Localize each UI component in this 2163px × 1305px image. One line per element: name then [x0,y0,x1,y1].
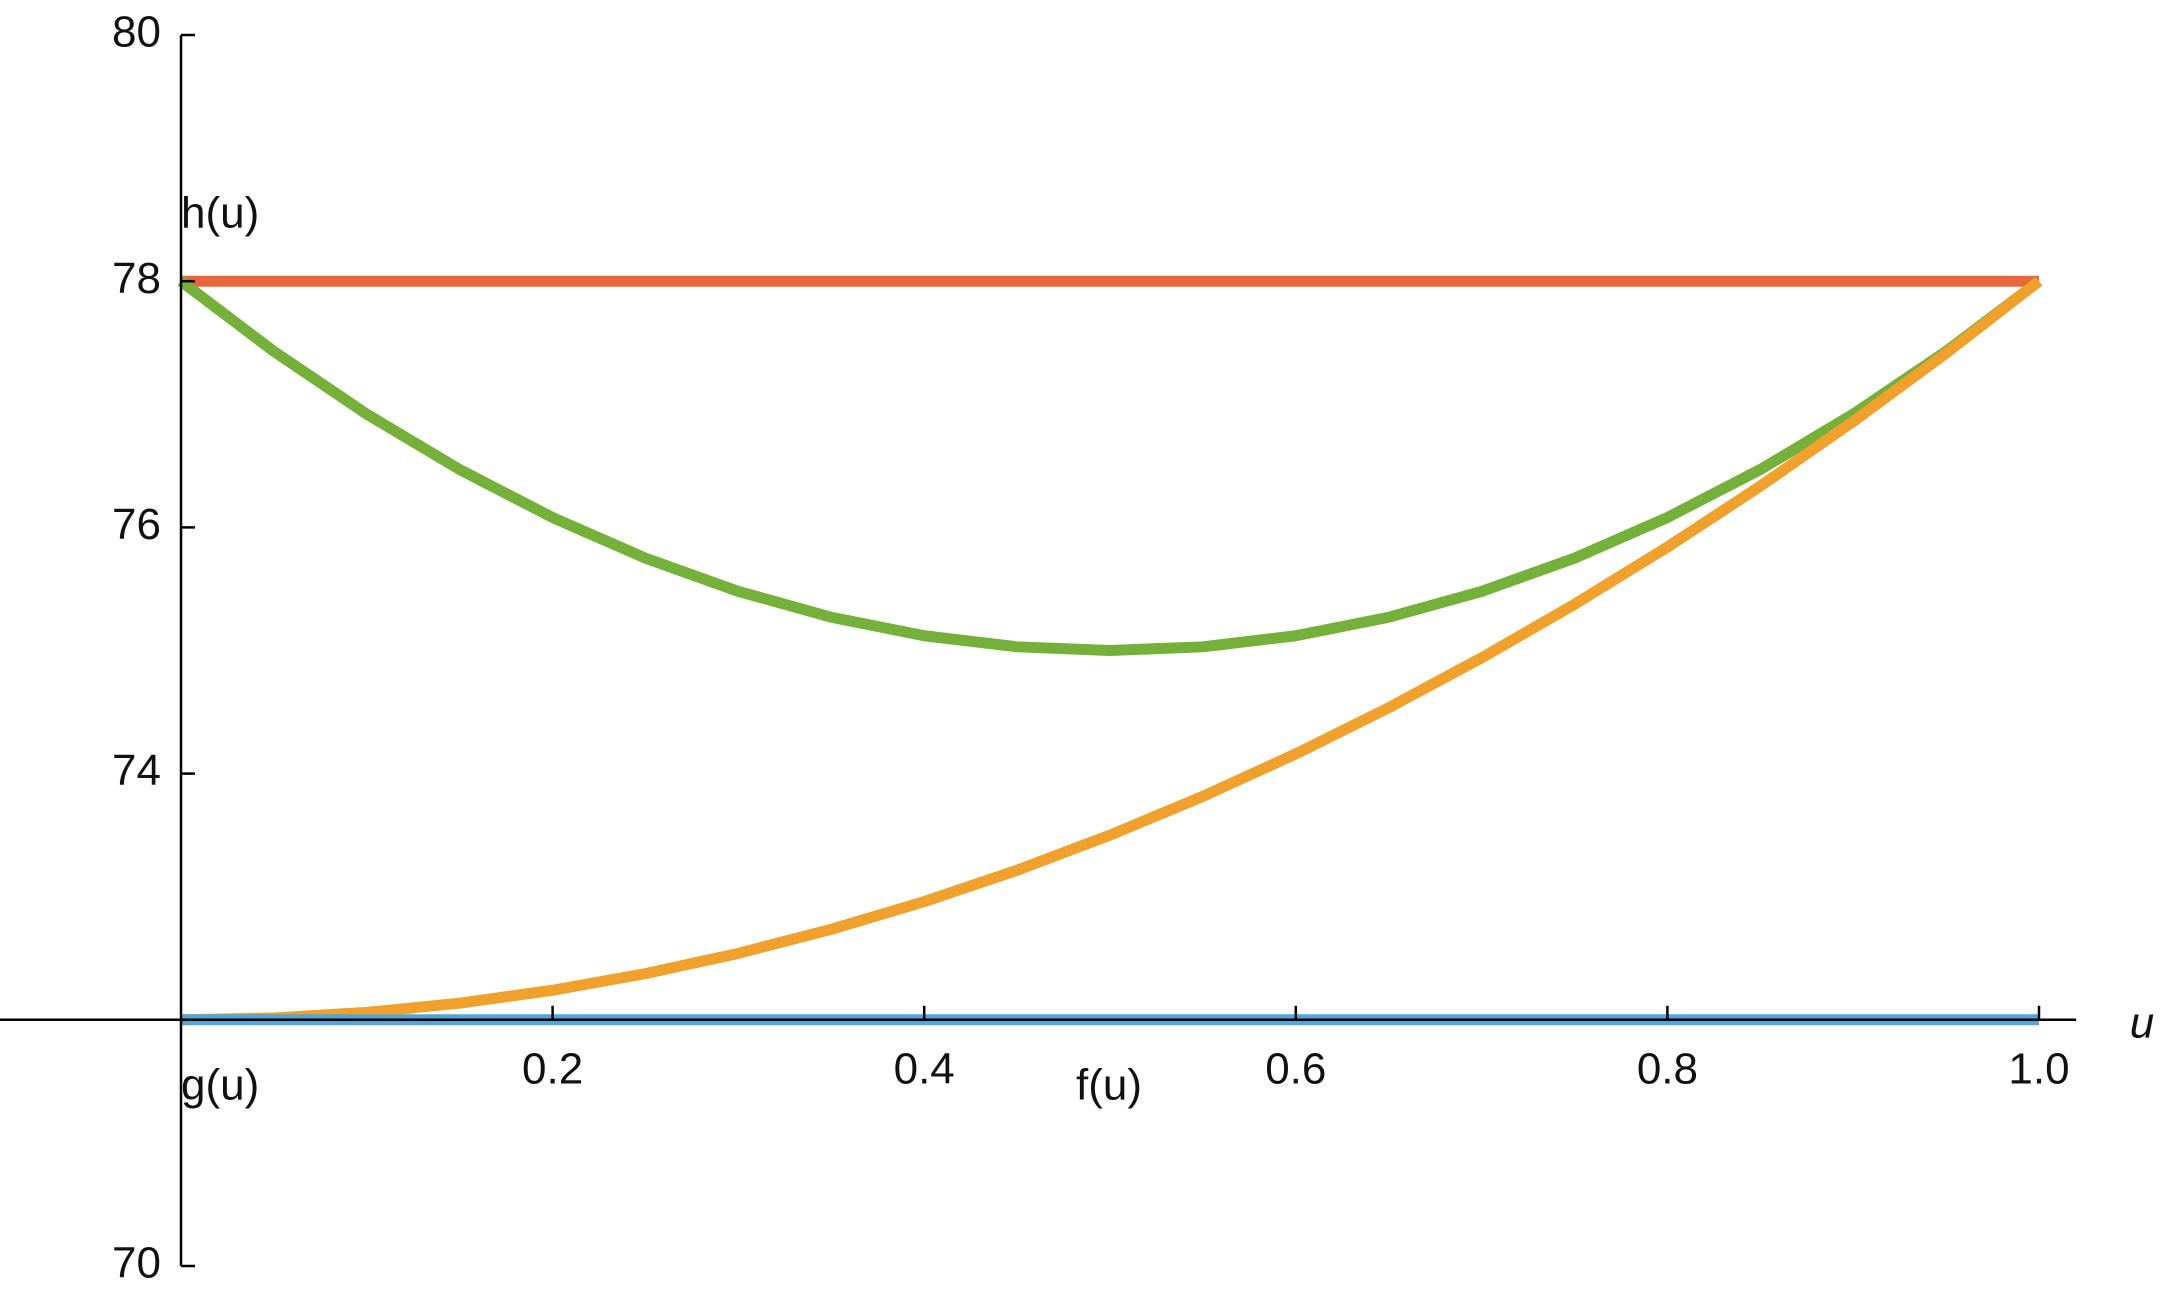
x-tick-label: 0.8 [1637,1044,1698,1093]
x-axis-label: u [2130,998,2154,1047]
y-tick-label: 70 [112,1239,161,1288]
y-tick-label: 76 [112,500,161,549]
x-tick-label: 0.6 [1265,1044,1326,1093]
x-tick-label: 1.0 [2008,1044,2069,1093]
x-tick-label: 0.4 [894,1044,955,1093]
series-line [177,276,2043,656]
y-tick-label: 78 [112,254,161,303]
curve-annotation: g(u) [181,1061,259,1110]
y-tick-label: 80 [112,8,161,57]
series-line [180,276,2043,1026]
curve-annotation: f(u) [1076,1061,1142,1110]
y-tick-label: 74 [112,746,161,795]
x-tick-label: 0.2 [522,1044,583,1093]
curve-annotation: h(u) [181,189,259,238]
